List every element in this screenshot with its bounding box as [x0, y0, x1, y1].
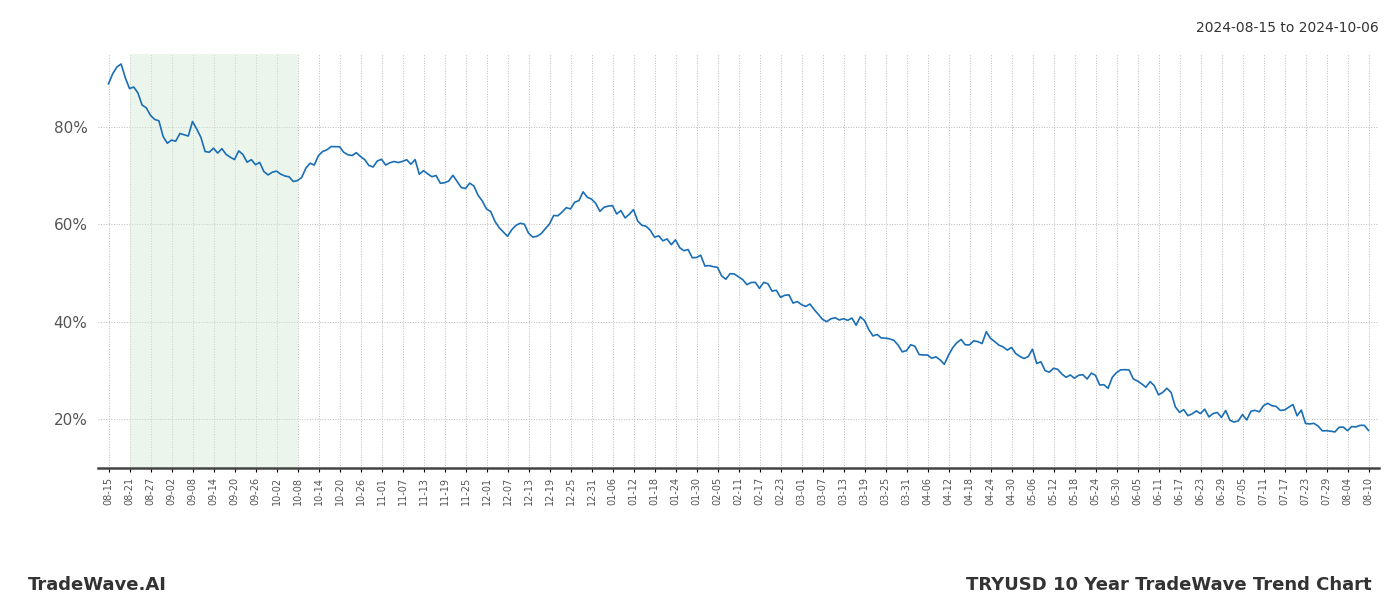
Bar [130, 54, 298, 468]
Text: TradeWave.AI: TradeWave.AI [28, 576, 167, 594]
Text: 2024-08-15 to 2024-10-06: 2024-08-15 to 2024-10-06 [1196, 21, 1379, 35]
Text: TRYUSD 10 Year TradeWave Trend Chart: TRYUSD 10 Year TradeWave Trend Chart [966, 576, 1372, 594]
